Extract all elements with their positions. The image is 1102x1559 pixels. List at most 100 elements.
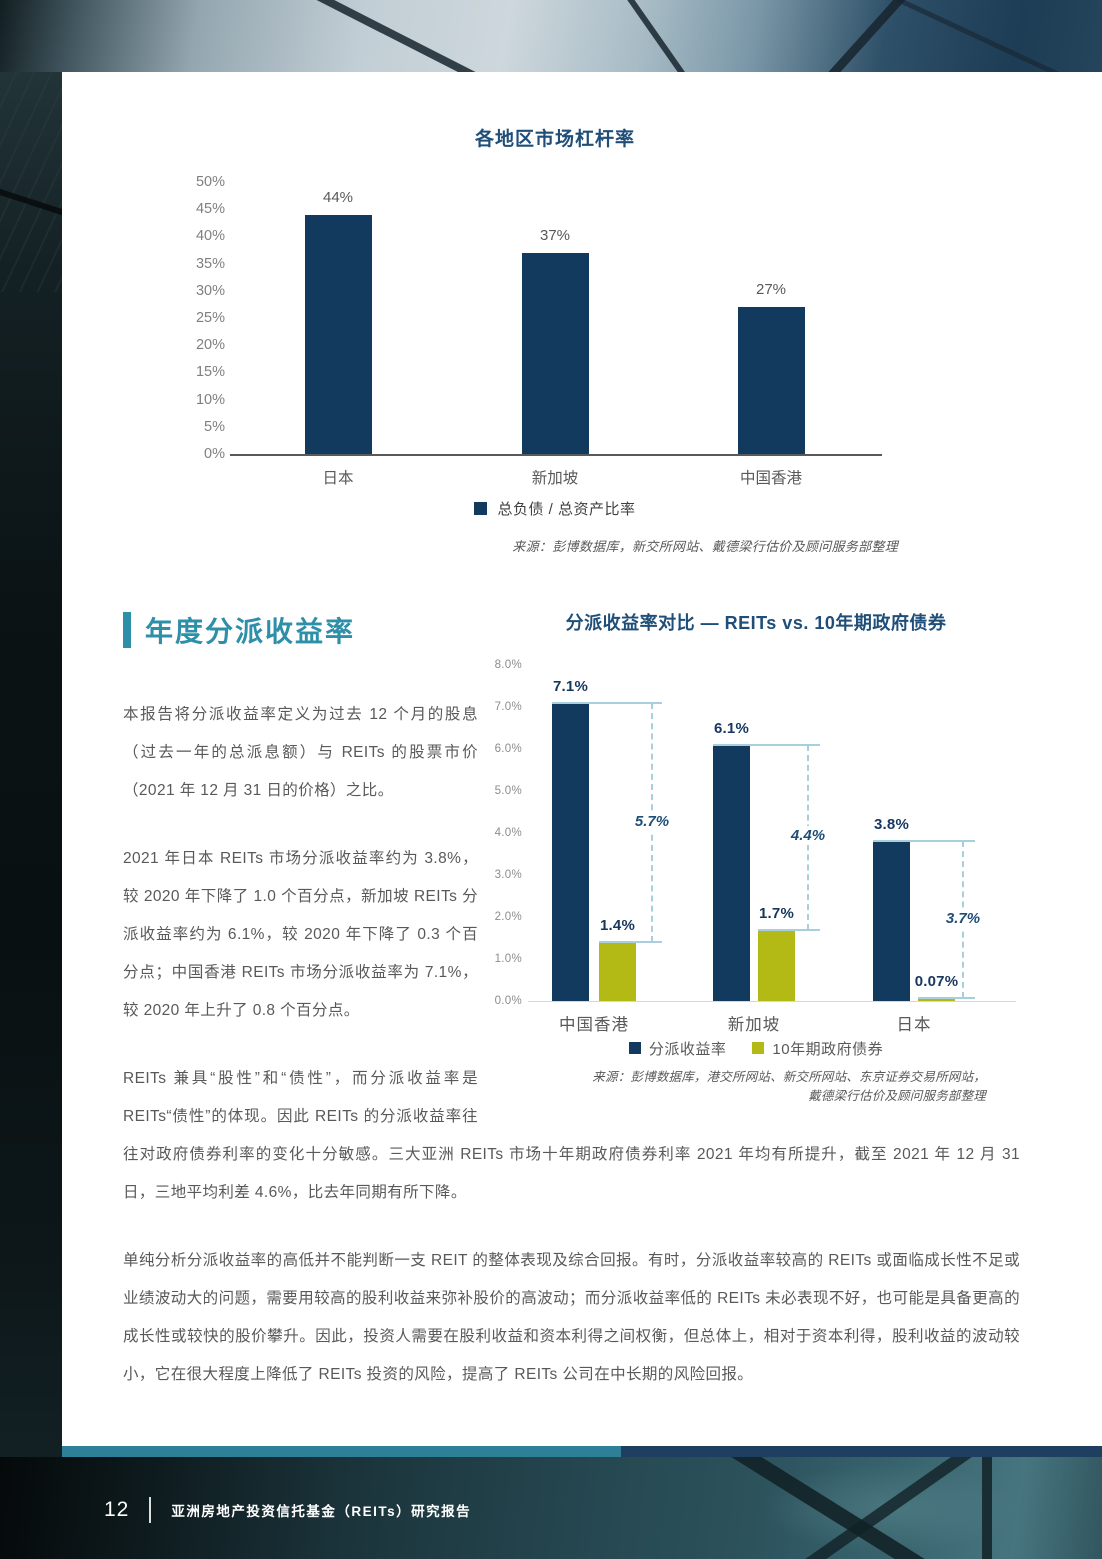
reit-value-label: 6.1% — [714, 719, 749, 737]
leverage-chart-legend: 总负债 / 总资产比率 — [140, 498, 970, 518]
y-axis-tick: 5% — [204, 418, 225, 435]
spread-bottom-line — [758, 928, 820, 931]
spread-value-label: 3.7% — [923, 908, 1003, 928]
reit-yield-bar-日本 — [873, 841, 910, 1001]
spread-value-text: 5.7% — [631, 811, 673, 831]
y-axis-tick: 30% — [195, 282, 225, 299]
y-axis-tick: 45% — [195, 201, 225, 218]
spread-top-line — [552, 701, 662, 704]
bond-value-label: 0.07% — [914, 973, 959, 990]
yield-chart-plot: 8.0% 7.0% 6.0% 5.0% 4.0% 3.0% 2.0% 1.0% 0.0% 7.1%… — [492, 654, 1020, 1034]
x-axis-line — [230, 454, 882, 456]
reit-yield-bar-新加坡 — [713, 744, 750, 1001]
legend-label: 总负债 / 总资产比率 — [497, 500, 636, 518]
reit-yield-bar-中国香港 — [552, 702, 589, 1001]
bond-value-label: 1.7% — [759, 904, 794, 922]
photo-pole — [982, 1457, 992, 1559]
footer-report-title: 亚洲房地产投资信托基金（REITs）研究报告 — [171, 1504, 472, 1519]
bond-yield-bar-中国香港 — [599, 942, 636, 1001]
bar-value-label: 44% — [322, 188, 354, 206]
footer-accent-bar — [62, 1446, 1102, 1457]
y-axis-tick: 10% — [195, 391, 225, 408]
y-axis-tick: 2.0% — [494, 911, 522, 923]
legend-label: 10年期政府债券 — [772, 1040, 884, 1058]
spread-value-text: 3.7% — [942, 908, 984, 928]
page-number: 12 — [104, 1498, 130, 1521]
y-axis-tick: 3.0% — [494, 869, 522, 881]
reit-value-label: 3.8% — [874, 816, 909, 834]
body-paragraph: 2021 年日本 REITs 市场分派收益率约为 3.8%，较 2020 年下降… — [123, 850, 478, 1019]
section-annual-distribution-yield: 分派收益率对比 — REITs vs. 10年期政府债券 8.0% 7.0% 6.0… — [123, 610, 1020, 1394]
y-axis-tick: 7.0% — [494, 701, 522, 713]
page-content: 各地区市场杠杆率 50% 45% 40% 35% 30% 25% 20% 15% 10% 5% 0%… — [62, 72, 1102, 1446]
bar-value-label: 27% — [755, 281, 787, 299]
x-axis-category-label: 中国香港 — [739, 470, 802, 487]
x-axis-category-label: 日本 — [896, 1016, 932, 1034]
leverage-chart: 各地区市场杠杆率 50% 45% 40% 35% 30% 25% 20% 15% 10% 5% 0%… — [140, 128, 970, 555]
legend-swatch — [474, 501, 488, 515]
photo-beam — [517, 0, 763, 72]
spread-value-text: 4.4% — [787, 826, 829, 846]
source-line: 来源：彭博数据库，港交所网站、新交所网站、东京证券交易所网站， — [592, 1070, 986, 1084]
y-axis-tick: 8.0% — [494, 659, 522, 671]
reit-value-label: 7.1% — [553, 677, 588, 695]
heading-accent-bar — [123, 612, 131, 648]
y-axis-tick: 35% — [195, 255, 225, 272]
y-axis-tick: 40% — [195, 228, 225, 245]
page-footer: 12 亚洲房地产投资信托基金（REITs）研究报告 — [104, 1492, 471, 1528]
yield-chart-legend: 分派收益率 10年期政府债券 — [492, 1038, 1020, 1058]
spread-bottom-line — [599, 941, 662, 944]
bar-日本 — [304, 214, 372, 454]
heading-text: 年度分派收益率 — [145, 616, 356, 647]
building-photo-left-strip — [0, 72, 62, 1462]
leverage-chart-plot: 50% 45% 40% 35% 30% 25% 20% 15% 10% 5% 0% 44% 日本 37% 新… — [140, 166, 970, 490]
chart-title: 各地区市场杠杆率 — [474, 129, 635, 150]
legend-swatch — [752, 1042, 765, 1054]
legend-swatch — [628, 1042, 641, 1054]
spread-top-line — [713, 743, 820, 746]
x-axis-line — [528, 1001, 1016, 1002]
x-axis-category-label: 新加坡 — [531, 470, 579, 487]
body-paragraph: 本报告将分派收益率定义为过去 12 个月的股息（过去一年的总派息额）与 REIT… — [123, 706, 478, 799]
bond-yield-bar-新加坡 — [758, 929, 795, 1001]
footer-bar-navy-segment — [621, 1446, 1102, 1457]
y-axis-tick: 1.0% — [494, 953, 522, 965]
legend-item: 分派收益率 — [628, 1038, 727, 1059]
footer-bar-teal-segment — [62, 1446, 621, 1457]
bar-value-label: 37% — [539, 226, 571, 244]
building-photo-bottom-band — [0, 1457, 1102, 1559]
yield-comparison-chart: 分派收益率对比 — REITs vs. 10年期政府债券 8.0% 7.0% 6.0… — [492, 610, 1020, 1110]
chart-source-note: 来源：彭博数据库，港交所网站、新交所网站、东京证券交易所网站， 戴德梁行估价及顾… — [492, 1068, 1020, 1106]
y-axis-tick: 6.0% — [494, 743, 522, 755]
chart-title: 分派收益率对比 — REITs vs. 10年期政府债券 — [565, 613, 947, 633]
photo-window-grid — [0, 72, 62, 292]
y-axis-tick: 4.0% — [494, 827, 522, 839]
y-axis-tick: 50% — [195, 174, 225, 190]
building-photo-top-banner — [0, 0, 1102, 72]
y-axis-tick: 5.0% — [494, 785, 522, 797]
body-paragraph: REITs 兼具“股性”和“债性”，而分派收益率是 REITs“债性”的体现。因… — [123, 1070, 1020, 1201]
y-axis-tick: 15% — [195, 364, 225, 381]
legend-item: 10年期政府债券 — [752, 1038, 883, 1059]
x-axis-category-label: 中国香港 — [559, 1016, 629, 1034]
y-axis-tick: 25% — [195, 310, 225, 326]
y-axis-tick: 20% — [195, 337, 225, 354]
y-axis-tick: 0.0% — [494, 995, 522, 1007]
bar-新加坡 — [521, 252, 589, 454]
bar-中国香港 — [737, 307, 805, 454]
x-axis-category-label: 新加坡 — [727, 1016, 781, 1034]
spread-bottom-line — [918, 997, 975, 999]
bond-yield-bar-日本 — [918, 998, 955, 1001]
photo-beam — [148, 0, 652, 72]
chart-source-note: 来源：彭博数据库，新交所网站、戴德梁行估价及顾问服务部整理 — [512, 539, 898, 554]
legend-label: 分派收益率 — [648, 1040, 727, 1058]
section-heading: 年度分派收益率 — [123, 610, 478, 650]
spread-top-line — [873, 840, 975, 843]
source-line: 戴德梁行估价及顾问服务部整理 — [808, 1089, 986, 1103]
spread-value-label: 4.4% — [768, 826, 848, 846]
body-paragraph: 单纯分析分派收益率的高低并不能判断一支 REIT 的整体表现及综合回报。有时，分… — [123, 1252, 1020, 1383]
bond-value-label: 1.4% — [600, 917, 635, 935]
y-axis-tick: 0% — [204, 446, 225, 462]
spread-value-label: 5.7% — [612, 811, 692, 831]
